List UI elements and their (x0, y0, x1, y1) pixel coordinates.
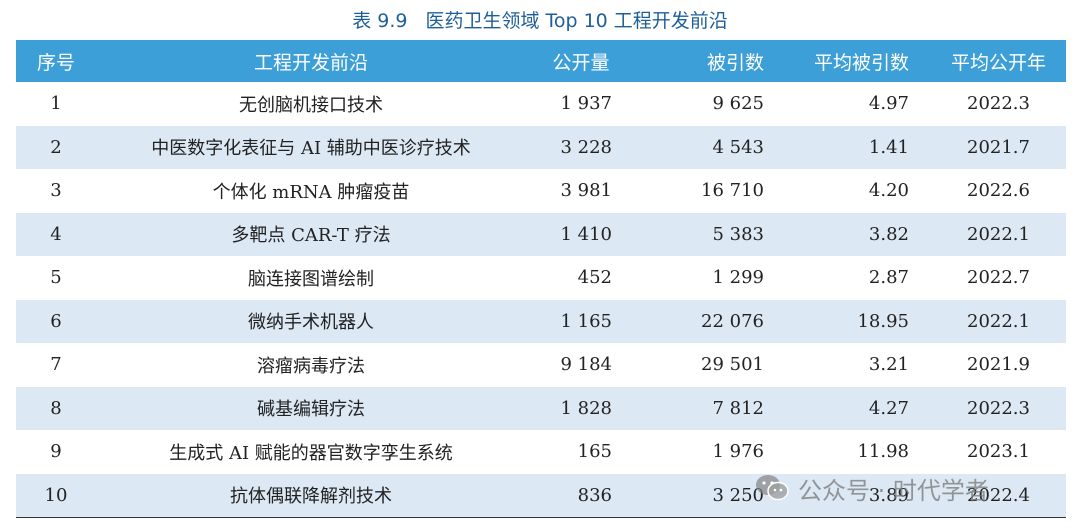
cell-no: 3 (50, 180, 62, 202)
cell-no: 4 (50, 223, 62, 245)
cell-frontier: 溶瘤病毒疗法 (257, 355, 365, 377)
cell-pub: 452 (577, 267, 612, 289)
cell-no: 10 (44, 484, 68, 506)
cell-avg-year: 2022.4 (967, 484, 1030, 506)
cell-frontier: 多靶点 CAR-T 疗法 (231, 225, 391, 247)
cell-no: 2 (50, 136, 62, 158)
table-number: 表 9.9 (352, 10, 408, 32)
table-row: 9 生成式 AI 赋能的器官数字孪生系统 165 1 976 11.98 2023.1 (16, 430, 1066, 474)
cell-avg-year: 2021.9 (967, 354, 1030, 376)
cell-avg-year: 2022.1 (967, 310, 1030, 332)
cell-pub: 1 937 (560, 93, 612, 115)
cell-avg-cites: 2.87 (868, 267, 909, 289)
cell-no: 8 (50, 397, 62, 419)
cell-cites: 22 076 (701, 310, 764, 332)
cell-avg-cites: 3.89 (868, 484, 909, 506)
cell-avg-year: 2023.1 (967, 441, 1030, 463)
table-row: 8 碱基编辑疗法 1 828 7 812 4.27 2022.3 (16, 386, 1066, 430)
header-pub: 公开量 (552, 51, 610, 74)
cell-avg-year: 2022.3 (967, 397, 1030, 419)
cell-pub: 1 410 (560, 223, 612, 245)
watermark: 公众号 · 时代学者 (754, 470, 1054, 506)
cell-avg-cites: 18.95 (857, 310, 909, 332)
cell-cites: 7 812 (712, 397, 764, 419)
cell-cites: 16 710 (701, 180, 764, 202)
cell-frontier: 微纳手术机器人 (248, 312, 374, 334)
cell-avg-cites: 11.98 (857, 441, 909, 463)
cell-cites: 3 250 (712, 484, 764, 506)
cell-no: 9 (50, 441, 62, 463)
cell-no: 6 (50, 310, 62, 332)
cell-cites: 1 299 (712, 267, 764, 289)
cell-pub: 3 228 (560, 136, 612, 158)
cell-avg-year: 2022.6 (967, 180, 1030, 202)
table-body: 1 无创脑机接口技术 1 937 9 625 4.97 2022.3 2 中医数字化表征与 A… (16, 82, 1066, 517)
table-row: 2 中医数字化表征与 AI 辅助中医诊疗技术 3 228 4 543 1.41 2021.… (16, 125, 1066, 169)
cell-avg-cites: 4.27 (868, 397, 909, 419)
cell-avg-cites: 4.20 (868, 180, 909, 202)
table-row: 7 溶瘤病毒疗法 9 184 29 501 3.21 2021.9 (16, 343, 1066, 387)
cell-avg-cites: 4.97 (868, 93, 909, 115)
wechat-icon (756, 475, 789, 501)
table-row: 10 抗体偶联降解剂技术 836 3 250 3.89 2022.4 (16, 473, 1066, 517)
cell-no: 7 (50, 354, 62, 376)
cell-pub: 1 165 (560, 310, 612, 332)
frontiers-table: 序号 工程开发前沿 公开量 被引数 平均被引数 平均公开年 1 无创脑机接口技术 1… (16, 40, 1066, 518)
cell-avg-year: 2022.3 (967, 93, 1030, 115)
cell-no: 5 (50, 267, 62, 289)
table-title-text: 医药卫生领域 Top 10 工程开发前沿 (425, 10, 728, 32)
cell-frontier: 碱基编辑疗法 (257, 399, 365, 421)
cell-cites: 29 501 (701, 354, 764, 376)
watermark-text: 公众号 · 时代学者 (798, 476, 989, 505)
cell-pub: 165 (577, 441, 612, 463)
cell-avg-cites: 3.21 (868, 354, 909, 376)
table-row: 3 个体化 mRNA 肿瘤疫苗 3 981 16 710 4.20 2022.6 (16, 169, 1066, 213)
table-row: 1 无创脑机接口技术 1 937 9 625 4.97 2022.3 (16, 82, 1066, 126)
cell-frontier: 中医数字化表征与 AI 辅助中医诊疗技术 (151, 138, 471, 160)
table-row: 6 微纳手术机器人 1 165 22 076 18.95 2022.1 (16, 299, 1066, 343)
cell-cites: 1 976 (712, 441, 764, 463)
cell-no: 1 (50, 93, 62, 115)
cell-pub: 836 (577, 484, 612, 506)
cell-avg-year: 2021.7 (967, 136, 1030, 158)
cell-frontier: 脑连接图谱绘制 (248, 268, 374, 290)
cell-avg-cites: 3.82 (868, 223, 909, 245)
cell-cites: 4 543 (712, 136, 764, 158)
cell-frontier: 个体化 mRNA 肿瘤疫苗 (212, 181, 410, 203)
cell-avg-year: 2022.7 (967, 267, 1030, 289)
table-row: 5 脑连接图谱绘制 452 1 299 2.87 2022.7 (16, 256, 1066, 300)
table-title: 表 9.9 医药卫生领域 Top 10 工程开发前沿 (0, 6, 1080, 33)
table-row: 4 多靶点 CAR-T 疗法 1 410 5 383 3.82 2022.1 (16, 212, 1066, 256)
cell-frontier: 无创脑机接口技术 (239, 94, 383, 116)
cell-pub: 3 981 (560, 180, 612, 202)
header-cites: 被引数 (706, 51, 764, 74)
header-no: 序号 (36, 51, 75, 74)
header-frontier: 工程开发前沿 (253, 51, 368, 74)
header-avg-cites: 平均被引数 (813, 51, 909, 74)
cell-cites: 5 383 (712, 223, 764, 245)
header-avg-year: 平均公开年 (950, 51, 1046, 74)
cell-frontier: 抗体偶联降解剂技术 (230, 486, 392, 507)
cell-avg-cites: 1.41 (868, 136, 909, 158)
cell-pub: 1 828 (560, 397, 612, 419)
cell-cites: 9 625 (712, 93, 764, 115)
cell-pub: 9 184 (560, 354, 612, 376)
cell-avg-year: 2022.1 (967, 223, 1030, 245)
table-header-row: 序号 工程开发前沿 公开量 被引数 平均被引数 平均公开年 (16, 40, 1066, 82)
cell-frontier: 生成式 AI 赋能的器官数字孪生系统 (169, 442, 453, 464)
